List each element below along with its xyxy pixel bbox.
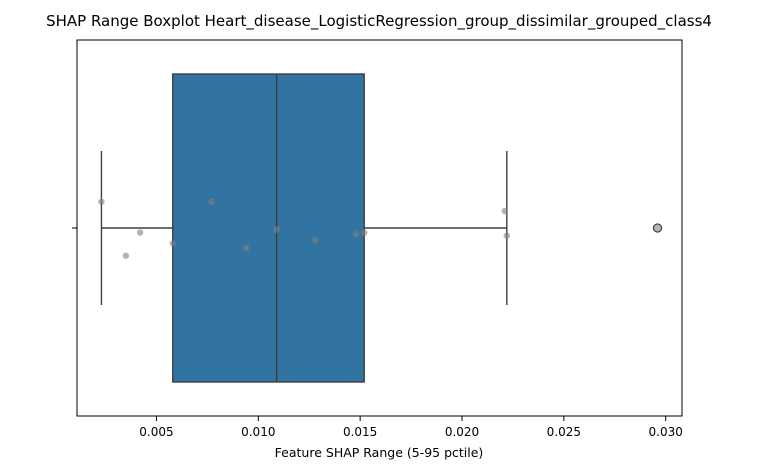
plot-area: 0.005 0.010 0.015 0.020 0.025 0.030 (72, 39, 683, 439)
x-tick-label: 0.020 (445, 425, 479, 439)
box-iqr (172, 73, 365, 383)
outlier-marker (652, 223, 663, 233)
chart-title: SHAP Range Boxplot Heart_disease_Logisti… (46, 12, 712, 31)
x-axis-label: Feature SHAP Range (5-95 pctile) (275, 445, 484, 460)
data-point (503, 232, 511, 239)
x-tick-label: 0.025 (547, 425, 581, 439)
data-point (98, 198, 105, 206)
data-point (122, 252, 130, 259)
data-point (242, 244, 250, 252)
x-tick-label: 0.030 (649, 425, 683, 439)
data-point (136, 229, 144, 236)
data-point (169, 240, 176, 247)
data-point (312, 237, 319, 244)
data-point (208, 198, 215, 206)
x-tick-label: 0.005 (139, 425, 173, 439)
data-point (352, 230, 360, 238)
data-point (273, 226, 280, 233)
data-point (501, 207, 508, 215)
data-point (654, 224, 661, 232)
x-tick-label: 0.010 (241, 425, 275, 439)
data-point (361, 229, 368, 236)
x-tick-label: 0.015 (343, 425, 377, 439)
